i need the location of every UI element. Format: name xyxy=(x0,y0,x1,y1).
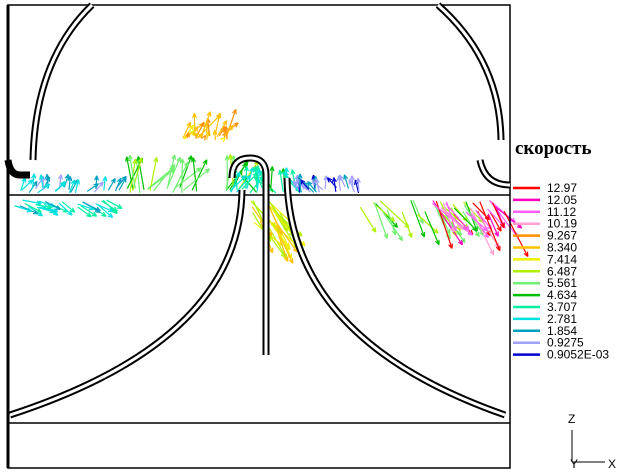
lower-wall xyxy=(10,190,242,415)
velocity-vector xyxy=(349,180,354,192)
velocity-vector xyxy=(360,207,375,232)
velocity-vector xyxy=(221,138,226,143)
legend: 12.9712.0511.1210.199.2678.3407.4146.487… xyxy=(513,181,609,362)
velocity-vector xyxy=(373,203,394,221)
triad-label: X xyxy=(608,457,616,471)
vector-field xyxy=(15,109,528,263)
velocity-vector xyxy=(270,166,274,188)
legend-title: скорость xyxy=(515,138,592,159)
velocity-vector xyxy=(315,179,319,193)
triad-label: Z xyxy=(568,412,575,426)
velocity-vector xyxy=(279,170,284,192)
triad-label: Y xyxy=(570,457,578,471)
geometry xyxy=(8,5,510,468)
velocity-vector xyxy=(504,211,528,256)
domain-frame xyxy=(8,5,510,468)
velocity-vector xyxy=(375,203,388,239)
outer-wall xyxy=(33,5,92,160)
lower-wall xyxy=(287,178,505,415)
screenshot: скорость 12.9712.0511.1210.199.2678.3407… xyxy=(0,0,619,472)
velocity-vector xyxy=(103,176,107,190)
velocity-vector xyxy=(108,178,115,190)
velocity-vector xyxy=(174,168,201,189)
corner xyxy=(8,160,30,175)
velocity-vector xyxy=(95,176,99,189)
velocity-vector xyxy=(493,203,504,228)
velocity-vector xyxy=(150,157,158,190)
outer-wall xyxy=(438,5,501,140)
velocity-vector xyxy=(337,176,341,190)
lower-wall xyxy=(10,190,242,415)
velocity-vector xyxy=(425,211,439,244)
axes-triad: Z Y X xyxy=(568,412,616,471)
velocity-vector xyxy=(225,156,229,190)
lower-wall xyxy=(287,178,505,415)
legend-label: 0.9052E-03 xyxy=(547,348,609,362)
velocity-vector xyxy=(402,212,412,238)
outer-wall xyxy=(438,5,501,140)
